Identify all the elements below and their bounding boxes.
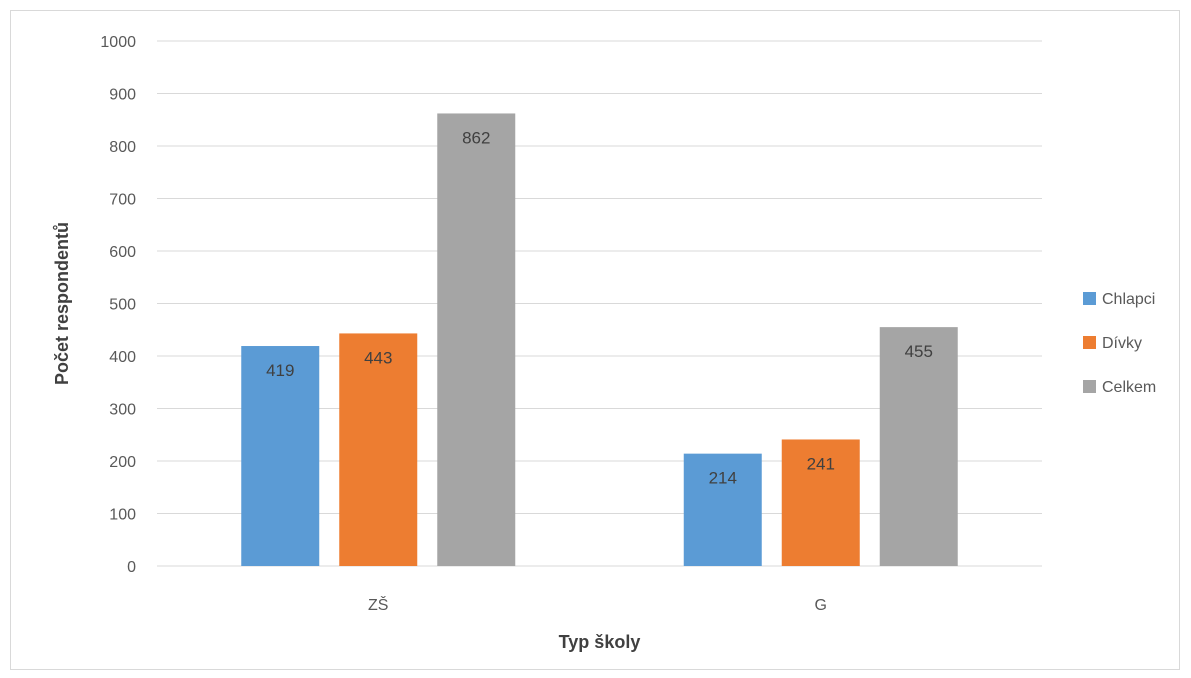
data-label: 443 bbox=[364, 348, 392, 367]
bar-chlapci-1 bbox=[683, 453, 762, 566]
y-tick-label: 300 bbox=[109, 402, 136, 419]
y-tick-label: 0 bbox=[127, 559, 136, 576]
data-label: 419 bbox=[266, 361, 294, 380]
data-label: 455 bbox=[905, 342, 933, 361]
x-category-label: ZŠ bbox=[368, 595, 388, 614]
y-axis-ticks: 0 100 200 300 400 500 600 700 800 900 1000 bbox=[100, 34, 136, 576]
legend-label: Chlapci bbox=[1102, 291, 1155, 308]
data-label: 862 bbox=[462, 128, 490, 147]
legend-swatch-celkem bbox=[1083, 380, 1096, 393]
x-category-label: G bbox=[815, 597, 827, 614]
y-tick-label: 500 bbox=[109, 297, 136, 314]
legend-label: Celkem bbox=[1102, 379, 1156, 396]
data-labels: 419 443 862 214 241 455 bbox=[266, 128, 933, 487]
bar-dívky-1 bbox=[781, 439, 860, 566]
y-tick-label: 100 bbox=[109, 507, 136, 524]
chart-frame bbox=[10, 10, 1180, 670]
y-tick-label: 600 bbox=[109, 244, 136, 261]
y-tick-label: 200 bbox=[109, 454, 136, 471]
y-tick-label: 900 bbox=[109, 87, 136, 104]
legend-label: Dívky bbox=[1102, 335, 1142, 352]
y-axis-title: Počet respondentů bbox=[52, 222, 72, 385]
y-tick-label: 800 bbox=[109, 139, 136, 156]
y-tick-label: 700 bbox=[109, 192, 136, 209]
y-tick-label: 400 bbox=[109, 349, 136, 366]
bar-celkem-1 bbox=[879, 327, 958, 566]
x-axis-categories: ZŠ G bbox=[368, 595, 827, 614]
legend-swatch-dívky bbox=[1083, 336, 1096, 349]
legend-swatch-chlapci bbox=[1083, 292, 1096, 305]
bar-chlapci-0 bbox=[241, 346, 320, 566]
y-tick-label: 1000 bbox=[100, 34, 136, 51]
bar-dívky-0 bbox=[339, 333, 418, 566]
bar-celkem-0 bbox=[437, 113, 516, 566]
bars bbox=[241, 113, 958, 566]
data-label: 214 bbox=[709, 469, 737, 488]
x-axis-title: Typ školy bbox=[559, 632, 641, 652]
legend: Chlapci Dívky Celkem bbox=[1083, 291, 1156, 396]
data-label: 241 bbox=[807, 454, 835, 473]
